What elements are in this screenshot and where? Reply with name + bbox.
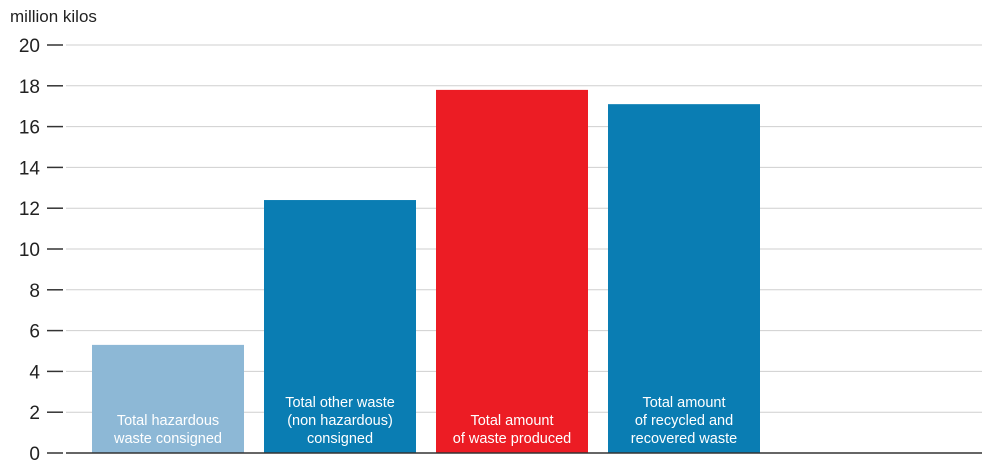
y-tick-label: 0 bbox=[29, 444, 40, 464]
y-tick-label: 6 bbox=[29, 322, 40, 343]
bar bbox=[264, 200, 416, 453]
bar-labels: Total hazardous waste consigned Total othe… bbox=[113, 395, 737, 447]
y-tick-label: 8 bbox=[29, 281, 40, 302]
bar-category-label-line: consigned bbox=[307, 431, 373, 447]
bar-category-label: Total amount of recycled and recovered was… bbox=[631, 395, 737, 447]
bar-category-label: Total amount of waste produced bbox=[453, 413, 572, 447]
y-tick-label: 14 bbox=[19, 158, 41, 179]
bar bbox=[608, 104, 760, 453]
bar-category-label-line: Total hazardous bbox=[117, 413, 219, 429]
y-tick-label: 4 bbox=[29, 362, 40, 383]
y-axis-unit-label: million kilos bbox=[10, 7, 97, 26]
bar-category-label-line: of waste produced bbox=[453, 431, 572, 447]
bar-category-label-line: recovered waste bbox=[631, 431, 737, 447]
bar-category-label: Total hazardous waste consigned bbox=[113, 413, 222, 447]
bar bbox=[92, 344, 244, 453]
bar bbox=[436, 89, 588, 453]
y-tick-label: 18 bbox=[19, 77, 40, 98]
bar-category-label-line: Total amount bbox=[470, 413, 553, 429]
bar-category-label-line: of recycled and bbox=[635, 413, 733, 429]
y-tick-label: 12 bbox=[19, 199, 40, 220]
y-axis: 0 2 4 6 8 10 12 14 16 18 20 bbox=[19, 36, 63, 464]
bar-category-label: Total other waste (non hazardous) consigne… bbox=[285, 395, 395, 447]
bar-category-label-line: (non hazardous) bbox=[287, 413, 393, 429]
y-tick-label: 20 bbox=[19, 36, 40, 57]
bars bbox=[92, 89, 760, 453]
bar-category-label-line: waste consigned bbox=[113, 431, 222, 447]
y-tick-label: 10 bbox=[19, 240, 40, 261]
bar-category-label-line: Total other waste bbox=[285, 395, 395, 411]
y-tick-label: 2 bbox=[29, 403, 40, 424]
y-tick-label: 16 bbox=[19, 118, 40, 139]
bar-category-label-line: Total amount bbox=[642, 395, 725, 411]
